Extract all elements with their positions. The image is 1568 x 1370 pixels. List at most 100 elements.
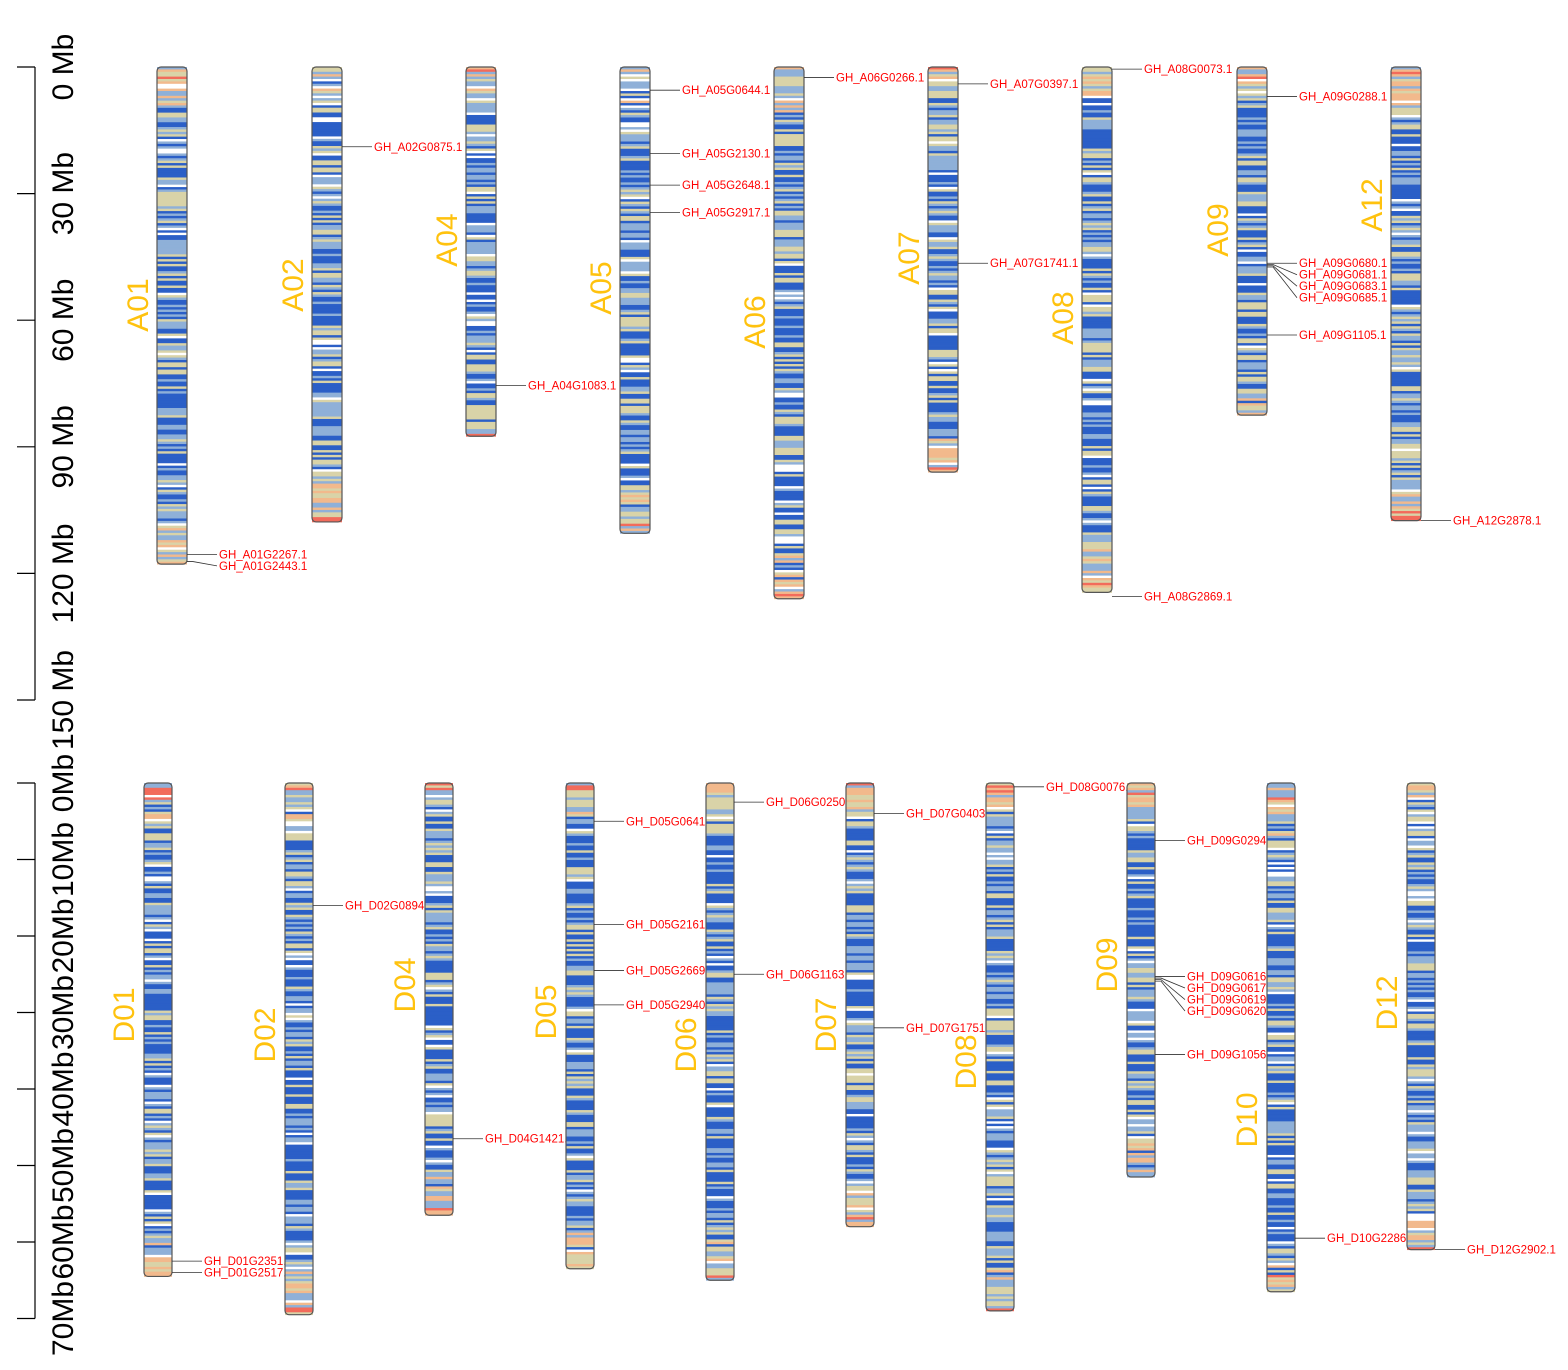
density-band bbox=[986, 804, 1014, 808]
density-band bbox=[1407, 896, 1435, 899]
density-band bbox=[928, 460, 958, 463]
density-band bbox=[1082, 482, 1112, 485]
density-band bbox=[1237, 311, 1267, 315]
density-band bbox=[425, 1126, 453, 1130]
density-band bbox=[986, 1243, 1014, 1247]
density-band bbox=[566, 823, 594, 827]
density-band bbox=[1391, 477, 1421, 481]
density-band bbox=[1267, 1258, 1295, 1261]
density-band bbox=[1237, 179, 1267, 183]
density-band bbox=[425, 915, 453, 918]
density-band bbox=[1127, 1025, 1155, 1029]
density-band bbox=[1407, 1129, 1435, 1133]
density-band bbox=[1237, 249, 1267, 253]
density-band bbox=[157, 131, 187, 135]
density-band bbox=[846, 1111, 874, 1115]
density-band bbox=[1082, 366, 1112, 370]
density-band bbox=[1127, 857, 1155, 861]
density-band bbox=[1237, 287, 1267, 291]
density-band bbox=[928, 88, 958, 92]
density-band bbox=[1082, 290, 1112, 293]
density-band bbox=[706, 1090, 734, 1094]
density-band bbox=[425, 1123, 453, 1127]
density-band bbox=[846, 1221, 874, 1225]
density-band bbox=[1391, 235, 1421, 238]
density-band bbox=[1407, 1139, 1435, 1142]
density-band bbox=[1407, 1155, 1435, 1159]
density-band bbox=[846, 876, 874, 880]
chromosome-label: D06 bbox=[670, 1017, 703, 1072]
density-band bbox=[1082, 165, 1112, 169]
density-band bbox=[986, 914, 1014, 918]
density-band bbox=[706, 838, 734, 842]
density-band bbox=[620, 264, 650, 267]
density-band bbox=[157, 165, 187, 169]
chromosome-outline bbox=[619, 66, 651, 534]
density-band bbox=[1267, 854, 1295, 858]
density-band bbox=[928, 280, 958, 284]
density-band bbox=[1267, 845, 1295, 849]
density-band bbox=[285, 905, 313, 908]
density-band bbox=[566, 1004, 594, 1008]
chromosome-label: A08 bbox=[1047, 291, 1080, 344]
gene-label: GH_D05G2669.1 bbox=[626, 965, 715, 977]
density-band bbox=[928, 285, 958, 288]
density-band bbox=[1127, 1071, 1155, 1075]
density-band bbox=[620, 365, 650, 368]
density-band bbox=[1267, 1003, 1295, 1007]
density-band bbox=[706, 893, 734, 897]
density-band bbox=[1127, 977, 1155, 981]
density-band bbox=[928, 138, 958, 142]
density-band bbox=[1127, 1047, 1155, 1051]
density-band bbox=[1082, 90, 1112, 94]
density-band bbox=[1237, 259, 1267, 262]
density-band bbox=[1127, 1145, 1155, 1149]
density-band bbox=[285, 895, 313, 899]
density-band bbox=[566, 876, 594, 880]
density-band bbox=[285, 945, 313, 949]
density-band bbox=[157, 381, 187, 385]
density-band bbox=[774, 383, 804, 386]
density-band bbox=[157, 249, 187, 253]
axis-tick-label: 40Mb bbox=[47, 1051, 80, 1126]
density-band bbox=[774, 512, 804, 516]
density-band bbox=[566, 953, 594, 957]
density-band bbox=[706, 1265, 734, 1269]
density-band bbox=[1391, 343, 1421, 346]
density-band bbox=[466, 122, 496, 125]
density-band bbox=[986, 1190, 1014, 1194]
density-band bbox=[620, 396, 650, 400]
density-band bbox=[466, 237, 496, 241]
density-band bbox=[620, 259, 650, 263]
density-band bbox=[986, 912, 1014, 916]
density-band bbox=[1267, 794, 1295, 798]
density-band bbox=[566, 1100, 594, 1104]
density-band bbox=[466, 256, 496, 260]
density-band bbox=[1127, 1008, 1155, 1012]
density-band bbox=[1267, 809, 1295, 813]
density-band bbox=[157, 484, 187, 488]
density-band bbox=[1391, 494, 1421, 498]
density-band bbox=[706, 790, 734, 794]
density-band bbox=[706, 864, 734, 868]
density-band bbox=[1082, 263, 1112, 267]
density-band bbox=[986, 828, 1014, 832]
density-band bbox=[1237, 86, 1267, 90]
density-band bbox=[1391, 292, 1421, 296]
density-band bbox=[1407, 1098, 1435, 1101]
density-band bbox=[312, 227, 342, 231]
density-band bbox=[566, 881, 594, 885]
density-band bbox=[1407, 819, 1435, 822]
density-band bbox=[620, 437, 650, 440]
density-band bbox=[144, 1262, 172, 1265]
density-band bbox=[312, 304, 342, 307]
density-band bbox=[846, 1097, 874, 1100]
density-band bbox=[312, 306, 342, 310]
density-band bbox=[1267, 907, 1295, 911]
density-band bbox=[1237, 230, 1267, 234]
density-band bbox=[312, 481, 342, 485]
density-band bbox=[285, 1127, 313, 1131]
density-band bbox=[620, 98, 650, 102]
density-band bbox=[620, 194, 650, 198]
